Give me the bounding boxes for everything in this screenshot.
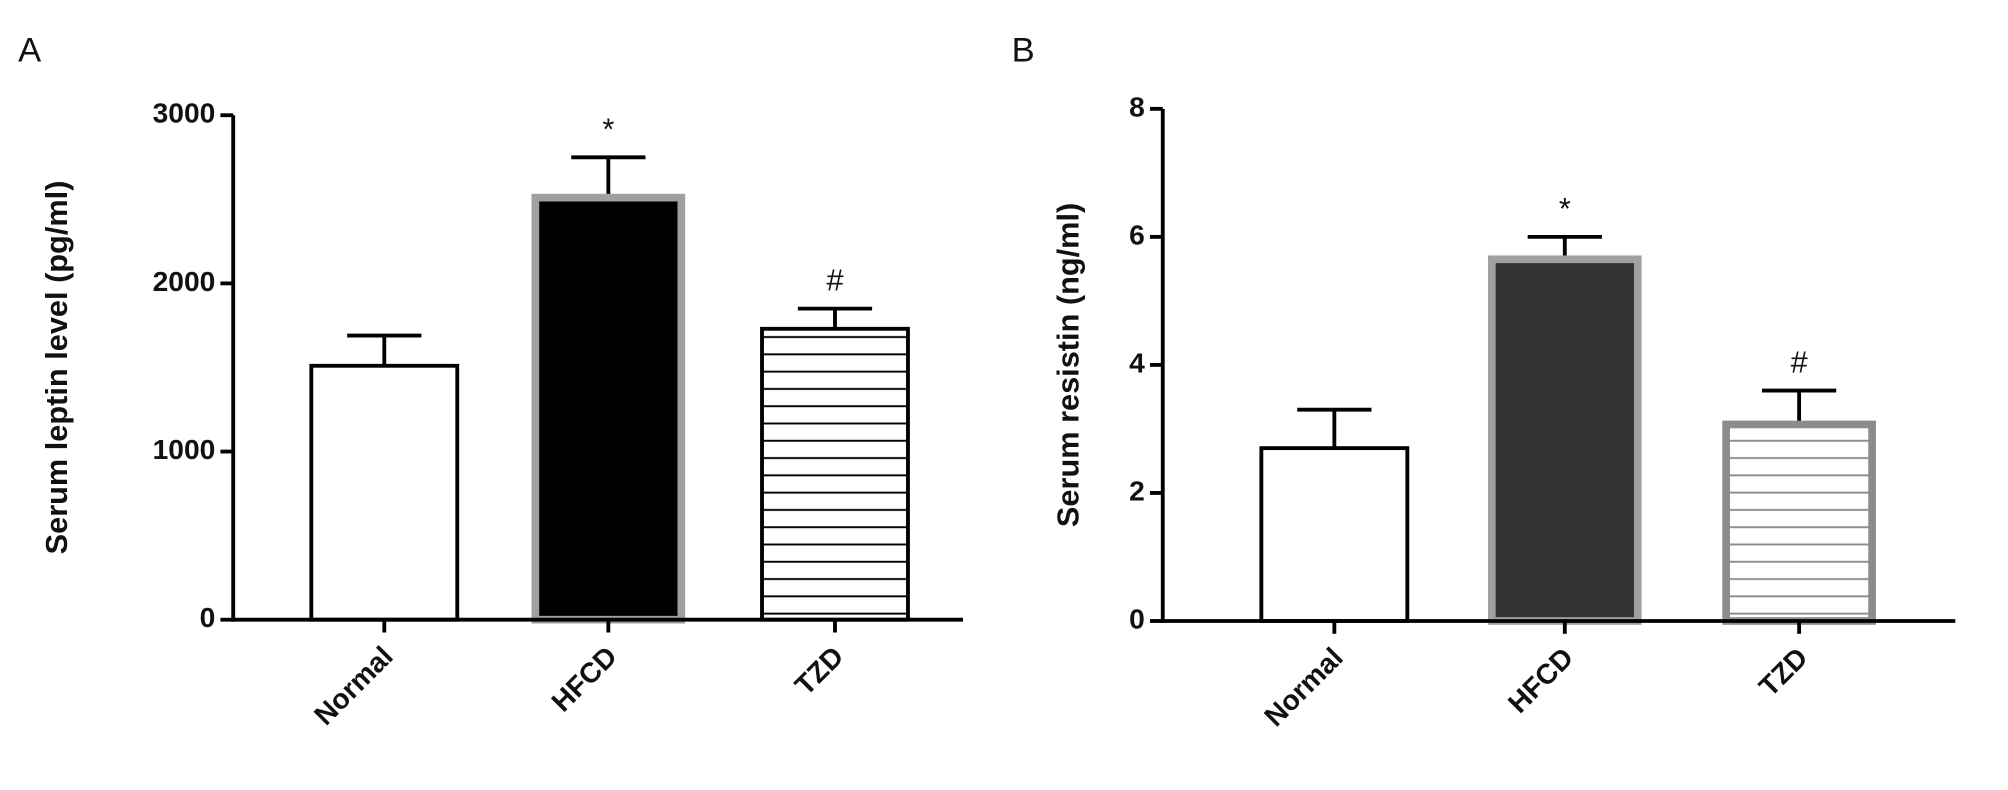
x-tick-label: HFCD [1502,642,1579,719]
x-tick-label: Normal [308,640,399,731]
panel-label: A [18,31,41,69]
y-tick-label: 1000 [153,434,216,465]
y-tick-label: 2 [1129,475,1145,506]
x-tick-label: TZD [1753,642,1814,703]
annotation: * [602,111,614,146]
y-tick-label: 0 [200,602,216,633]
x-tick-label: HFCD [546,640,623,717]
y-tick-label: 2000 [153,266,216,297]
bar [1722,420,1876,625]
y-tick-label: 0 [1129,603,1145,634]
annotation: * [1559,191,1571,226]
y-tick-label: 8 [1129,91,1145,122]
y-tick-label: 3000 [153,98,216,129]
panel-label: B [1012,31,1035,69]
bar [309,363,460,622]
annotation: # [826,263,843,298]
bar [1487,255,1642,625]
bar [531,193,686,624]
annotation: # [1791,345,1808,380]
y-axis-title: Serum leptin level (pg/ml) [39,181,74,555]
bar [760,326,910,622]
y-tick-label: 4 [1129,347,1145,378]
x-tick-label: TZD [789,640,850,701]
y-tick-label: 6 [1129,219,1145,250]
x-tick-label: Normal [1258,642,1349,733]
bar [1259,446,1410,623]
y-axis-title: Serum resistin (ng/ml) [1050,203,1085,527]
